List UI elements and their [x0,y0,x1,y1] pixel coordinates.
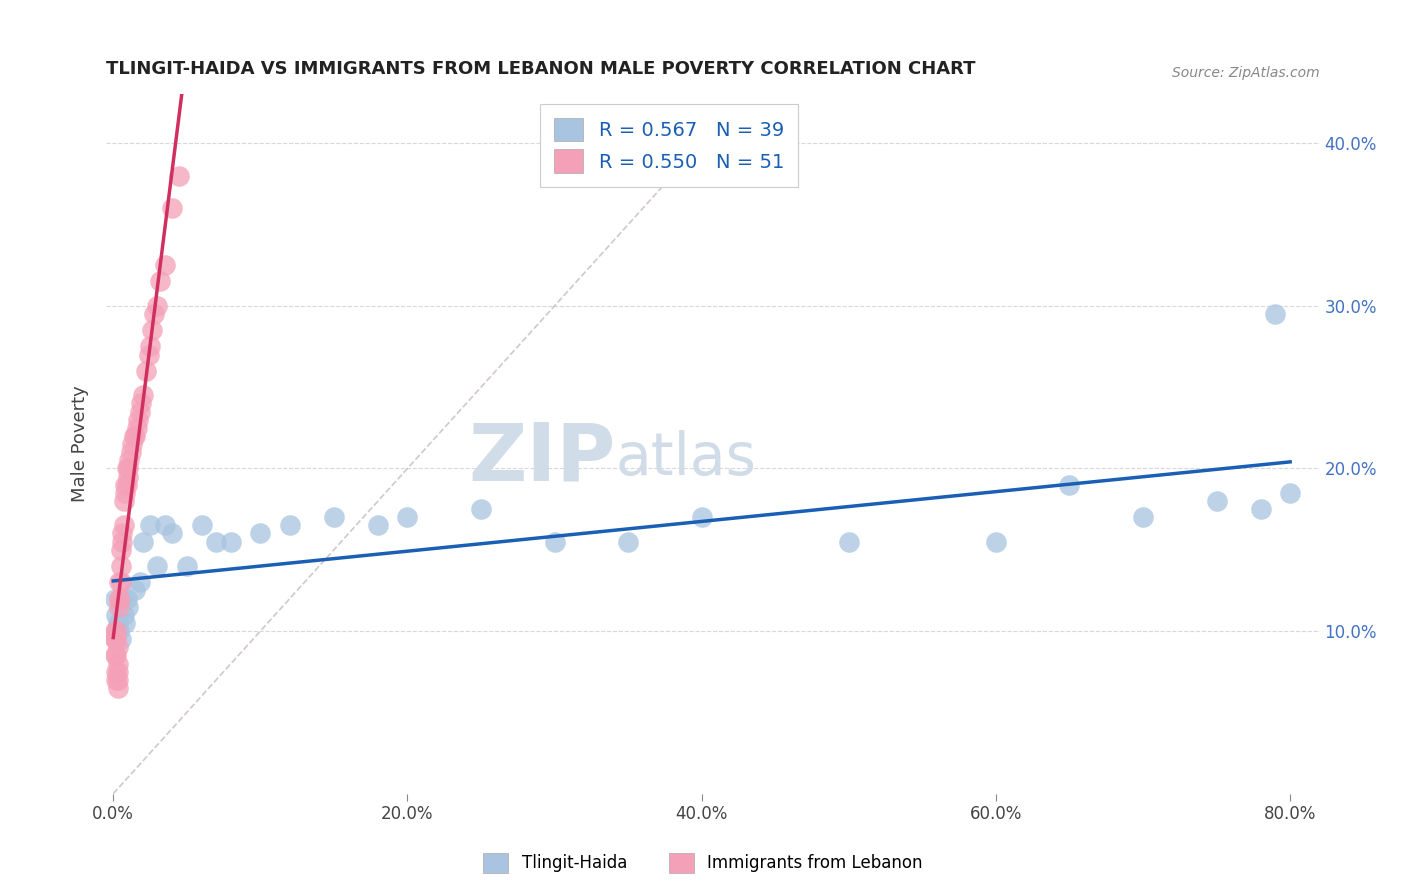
Point [128,404,150,418]
Point [141,323,163,337]
Point [107,615,129,630]
Point [190,518,212,533]
Point [114,615,136,630]
Point [117,461,139,475]
Point [543,534,565,549]
Point [105,673,128,687]
Point [1205,494,1227,508]
Point [108,575,131,590]
Point [115,477,138,491]
Point [838,534,860,549]
Point [108,591,131,606]
Text: atlas: atlas [616,430,756,486]
Legend: Tlingit-Haida, Immigrants from Lebanon: Tlingit-Haida, Immigrants from Lebanon [477,847,929,880]
Point [105,607,128,622]
Point [104,624,127,638]
Point [104,648,127,663]
Point [984,534,1007,549]
Point [139,518,162,533]
Point [114,486,136,500]
Point [1250,502,1272,516]
Point [1132,510,1154,524]
Point [690,510,713,524]
Point [105,624,128,638]
Point [105,665,128,679]
Point [128,575,150,590]
Point [105,632,128,647]
Point [114,477,136,491]
Point [153,258,176,272]
Point [108,591,131,606]
Point [143,307,166,321]
Point [111,526,134,541]
Point [617,534,640,549]
Point [124,429,146,443]
Point [105,648,128,663]
Point [110,632,132,647]
Point [115,591,138,606]
Point [146,559,169,574]
Point [117,599,139,614]
Point [1059,477,1081,491]
Point [125,421,148,435]
Point [278,518,301,533]
Point [112,607,135,622]
Point [110,542,132,557]
Point [160,526,183,541]
Point [107,657,129,671]
Point [131,534,153,549]
Point [129,396,152,410]
Point [110,575,132,590]
Point [107,640,129,655]
Point [118,453,141,467]
Point [470,502,492,516]
Point [160,201,183,215]
Y-axis label: Male Poverty: Male Poverty [72,385,89,502]
Point [146,299,169,313]
Point [105,624,128,638]
Point [115,461,138,475]
Point [110,559,132,574]
Text: Source: ZipAtlas.com: Source: ZipAtlas.com [1173,66,1320,80]
Point [139,339,162,353]
Point [138,348,160,362]
Point [122,429,145,443]
Point [219,534,242,549]
Point [121,437,143,451]
Point [205,534,228,549]
Point [120,445,142,459]
Point [108,624,131,638]
Point [107,665,129,679]
Point [112,494,135,508]
Point [104,632,127,647]
Point [249,526,271,541]
Text: ZIP: ZIP [468,419,616,497]
Point [169,169,191,183]
Legend: R = 0.567   N = 39, R = 0.550   N = 51: R = 0.567 N = 39, R = 0.550 N = 51 [540,104,797,186]
Point [135,364,157,378]
Point [108,599,131,614]
Point [107,681,129,695]
Text: TLINGIT-HAIDA VS IMMIGRANTS FROM LEBANON MALE POVERTY CORRELATION CHART: TLINGIT-HAIDA VS IMMIGRANTS FROM LEBANON… [105,60,976,78]
Point [111,534,134,549]
Point [111,591,134,606]
Point [323,510,346,524]
Point [104,632,127,647]
Point [112,518,135,533]
Point [107,673,129,687]
Point [117,469,139,483]
Point [1264,307,1286,321]
Point [367,518,389,533]
Point [104,591,127,606]
Point [396,510,419,524]
Point [124,583,146,598]
Point [127,412,149,426]
Point [149,275,172,289]
Point [1279,486,1302,500]
Point [176,559,198,574]
Point [153,518,176,533]
Point [131,388,153,402]
